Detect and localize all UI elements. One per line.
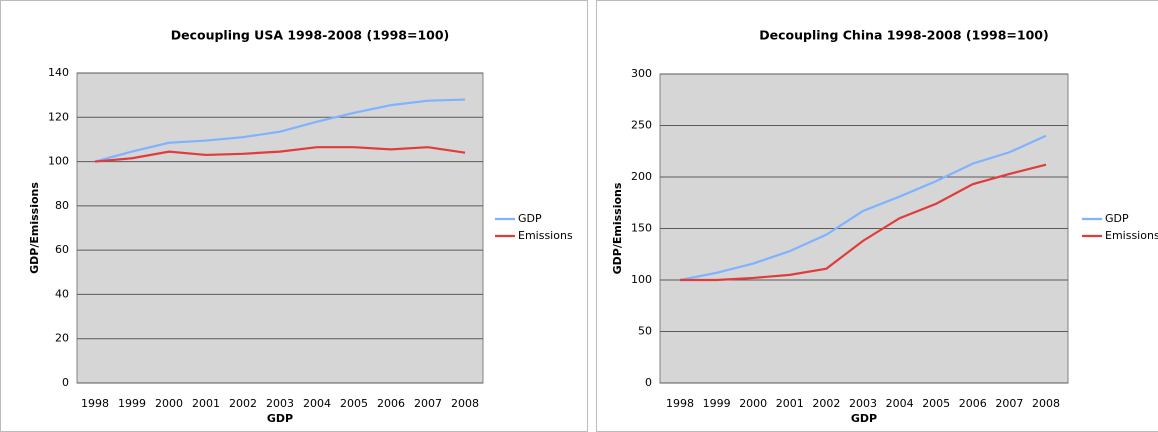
x-tick-label: 2007 <box>995 397 1023 410</box>
chart-title: Decoupling China 1998-2008 (1998=100) <box>759 28 1048 43</box>
y-tick-label: 250 <box>631 119 652 132</box>
y-tick-label: 120 <box>48 110 69 123</box>
plot-area <box>76 72 484 384</box>
y-tick-label: 150 <box>631 222 652 235</box>
x-tick-label: 2008 <box>451 397 479 410</box>
x-tick-label: 2006 <box>377 397 405 410</box>
x-tick-label: 2000 <box>155 397 183 410</box>
data-line <box>680 163 1047 282</box>
y-tick-label: 80 <box>55 199 69 212</box>
x-tick-label: 2005 <box>922 397 950 410</box>
y-tick-label: 140 <box>48 66 69 79</box>
x-tick-label: 1999 <box>118 397 146 410</box>
data-line <box>94 98 466 163</box>
x-tick-label: 2003 <box>266 397 294 410</box>
x-tick-label: 2002 <box>812 397 840 410</box>
y-tick-label: 100 <box>48 155 69 168</box>
x-tick-label: 1998 <box>81 397 109 410</box>
x-tick-label: 2006 <box>959 397 987 410</box>
chart-title: Decoupling USA 1998-2008 (1998=100) <box>171 28 450 43</box>
y-tick-label: 300 <box>631 67 652 80</box>
x-tick-label: 2002 <box>229 397 257 410</box>
y-tick-label: 100 <box>631 273 652 286</box>
data-line <box>94 146 466 163</box>
x-tick-label: 1999 <box>703 397 731 410</box>
x-tick-label: 2005 <box>340 397 368 410</box>
x-tick-label: 2003 <box>849 397 877 410</box>
legend-label: GDP <box>1105 212 1129 225</box>
y-tick-label: 0 <box>645 376 652 389</box>
y-axis-title: GDP/Emissions <box>611 182 624 274</box>
y-tick-label: 50 <box>638 325 652 338</box>
x-tick-label: 2007 <box>414 397 442 410</box>
x-tick-label: 2001 <box>776 397 804 410</box>
x-axis-title: GDP <box>267 412 293 425</box>
y-tick-label: 20 <box>55 332 69 345</box>
y-tick-label: 200 <box>631 170 652 183</box>
x-axis-title: GDP <box>851 412 877 425</box>
legend-label: GDP <box>518 212 542 225</box>
y-tick-label: 40 <box>55 287 69 300</box>
legend-label: Emissions <box>518 229 573 242</box>
x-tick-label: 1998 <box>666 397 694 410</box>
x-tick-label: 2004 <box>886 397 914 410</box>
data-line <box>679 134 1047 282</box>
x-tick-label: 2000 <box>739 397 767 410</box>
x-tick-label: 2008 <box>1032 397 1060 410</box>
x-tick-label: 2004 <box>303 397 331 410</box>
x-tick-label: 2001 <box>192 397 220 410</box>
y-axis-title: GDP/Emissions <box>28 182 41 274</box>
legend-label: Emissions <box>1105 229 1158 242</box>
y-tick-label: 0 <box>62 376 69 389</box>
y-tick-label: 60 <box>55 243 69 256</box>
